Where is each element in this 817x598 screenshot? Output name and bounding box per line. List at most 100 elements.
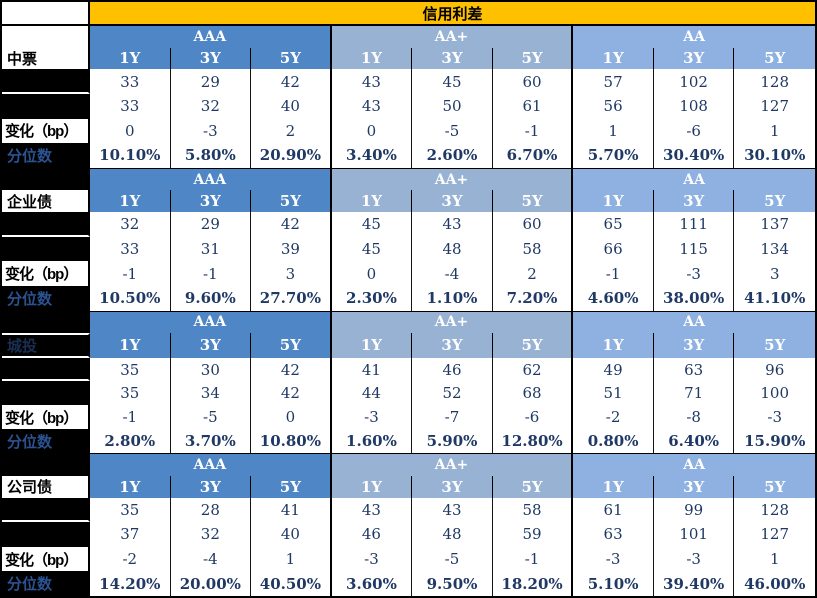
redacted-date-cell — [2, 357, 90, 382]
spread-previous-cell: 40 — [251, 522, 332, 547]
rating-header: AA+ — [331, 26, 574, 48]
spread-current-cell: 111 — [654, 212, 735, 237]
spread-current-cell: 33 — [90, 69, 171, 94]
percentile-cell: 10.10% — [90, 143, 171, 168]
change-bp-cell: 1 — [769, 550, 780, 569]
spread-current-cell: 28 — [171, 497, 252, 523]
tenor-header: 3Y — [653, 190, 735, 213]
percentile-label: 分位数 — [2, 143, 90, 168]
spread-current-cell: 43 — [412, 497, 493, 523]
change-bp-cell: -8 — [654, 405, 735, 430]
tenor-header: 1Y — [90, 475, 171, 498]
percentile-cell: 38.00% — [654, 285, 735, 311]
percentile-cell: 30.10% — [744, 146, 806, 165]
change-bp-cell: -1 — [90, 261, 171, 286]
change-label: 变化（bp） — [2, 261, 90, 286]
table-body: AAA AA+ AA 中票 1Y 3Y 5Y 1Y 3Y 5Y 1Y 3Y 5Y 33 29 42 43 45 60… — [2, 26, 815, 596]
rating-header: AA+ — [331, 454, 574, 476]
change-bp-cell: -3 — [654, 261, 735, 286]
tenor-header: 1Y — [331, 332, 413, 358]
section-name: 中票 — [2, 47, 90, 70]
spread-previous-cell: 134 — [760, 239, 790, 258]
change-bp-cell: -1 — [573, 261, 654, 286]
percentile-cell: 3.60% — [332, 571, 413, 596]
spread-previous-cell: 51 — [573, 381, 654, 406]
percentile-cell: 7.20% — [493, 285, 574, 311]
tenor-header: 1Y — [573, 47, 654, 70]
spread-previous-cell: 34 — [171, 381, 252, 406]
spread-previous-cell: 100 — [760, 384, 790, 403]
redacted-date-cell — [2, 93, 90, 119]
spread-current-cell: 60 — [493, 69, 574, 94]
change-bp-cell: -5 — [412, 118, 493, 144]
spread-current-cell: 29 — [171, 69, 252, 94]
spread-current-cell: 41 — [251, 497, 332, 523]
spread-current-cell: 62 — [493, 357, 574, 382]
tenor-header: 5Y — [251, 190, 332, 213]
spread-previous-cell: 56 — [573, 93, 654, 119]
spread-previous-cell: 31 — [171, 236, 252, 262]
spread-previous-cell: 63 — [573, 522, 654, 547]
spread-current-cell: 41 — [332, 357, 413, 382]
spread-current-cell: 58 — [493, 497, 574, 523]
rating-row-left-cell — [2, 168, 90, 191]
percentile-cell: 2.30% — [332, 285, 413, 311]
spread-current-cell: 45 — [332, 212, 413, 237]
tenor-header: 5Y — [492, 475, 574, 498]
redacted-date-cell — [2, 522, 90, 547]
change-bp-cell: -3 — [767, 408, 783, 427]
spread-current-cell: 60 — [493, 212, 574, 237]
percentile-cell: 5.90% — [412, 429, 493, 454]
spread-current-cell: 43 — [412, 212, 493, 237]
tenor-header: 5Y — [734, 332, 815, 358]
data-row-percentile: 分位数 2.80% 3.70% 10.80% 1.60% 5.90% 12.80% 0.80%… — [2, 429, 815, 454]
tenor-header: 5Y — [734, 47, 815, 70]
rating-row: AAA AA+ AA — [2, 168, 815, 191]
bond-section-1: AAA AA+ AA 中票 1Y 3Y 5Y 1Y 3Y 5Y 1Y 3Y 5Y 33 29 42 43 45 60… — [2, 26, 815, 168]
change-bp-cell: -3 — [332, 546, 413, 572]
percentile-cell: 20.00% — [171, 571, 252, 596]
rating-row: AAA AA+ AA — [2, 454, 815, 476]
tenor-header: 1Y — [90, 190, 171, 213]
section-name: 公司债 — [2, 475, 90, 498]
percentile-cell: 4.60% — [573, 285, 654, 311]
tenor-header: 3Y — [170, 47, 252, 70]
tenor-header: 3Y — [170, 332, 252, 358]
table-title: 信用利差 — [90, 2, 815, 24]
spread-previous-cell: 40 — [251, 93, 332, 119]
change-label: 变化（bp） — [2, 118, 90, 144]
spread-current-cell: 42 — [251, 69, 332, 94]
percentile-cell: 1.60% — [332, 429, 413, 454]
data-row-change_bp: 变化（bp） 0 -3 2 0 -5 -1 1 -6 1 — [2, 118, 815, 144]
tenor-header: 1Y — [331, 190, 413, 213]
spread-previous-cell: 58 — [493, 236, 574, 262]
rating-header: AAA — [90, 168, 332, 191]
change-bp-cell: -1 — [493, 118, 574, 144]
percentile-cell: 30.40% — [654, 143, 735, 168]
tenor-header: 5Y — [734, 190, 815, 213]
change-bp-cell: -7 — [412, 405, 493, 430]
percentile-cell: 0.80% — [573, 429, 654, 454]
change-bp-cell: -3 — [573, 546, 654, 572]
spread-previous-cell: 48 — [412, 236, 493, 262]
spread-previous-cell: 59 — [493, 522, 574, 547]
spread-current-cell: 137 — [760, 215, 790, 234]
redacted-date-cell — [2, 69, 90, 94]
tenor-header: 1Y — [90, 332, 171, 358]
spread-current-cell: 43 — [332, 497, 413, 523]
bond-section-4: AAA AA+ AA 公司债 1Y 3Y 5Y 1Y 3Y 5Y 1Y 3Y 5Y 35 28 41 43 43 5… — [2, 453, 815, 596]
percentile-cell: 6.40% — [654, 429, 735, 454]
percentile-cell: 20.90% — [251, 143, 332, 168]
tenor-row: 城投 1Y 3Y 5Y 1Y 3Y 5Y 1Y 3Y 5Y — [2, 332, 815, 358]
percentile-cell: 41.10% — [744, 289, 806, 308]
rating-row: AAA AA+ AA — [2, 311, 815, 333]
change-bp-cell: 1 — [769, 121, 780, 140]
tenor-header: 5Y — [492, 190, 574, 213]
section-name: 企业债 — [2, 190, 90, 213]
tenor-header: 1Y — [573, 332, 654, 358]
spread-previous-cell: 39 — [251, 236, 332, 262]
percentile-cell: 40.50% — [251, 571, 332, 596]
spread-current-cell: 43 — [332, 69, 413, 94]
change-bp-cell: 3 — [251, 261, 332, 286]
spread-current-cell: 29 — [171, 212, 252, 237]
